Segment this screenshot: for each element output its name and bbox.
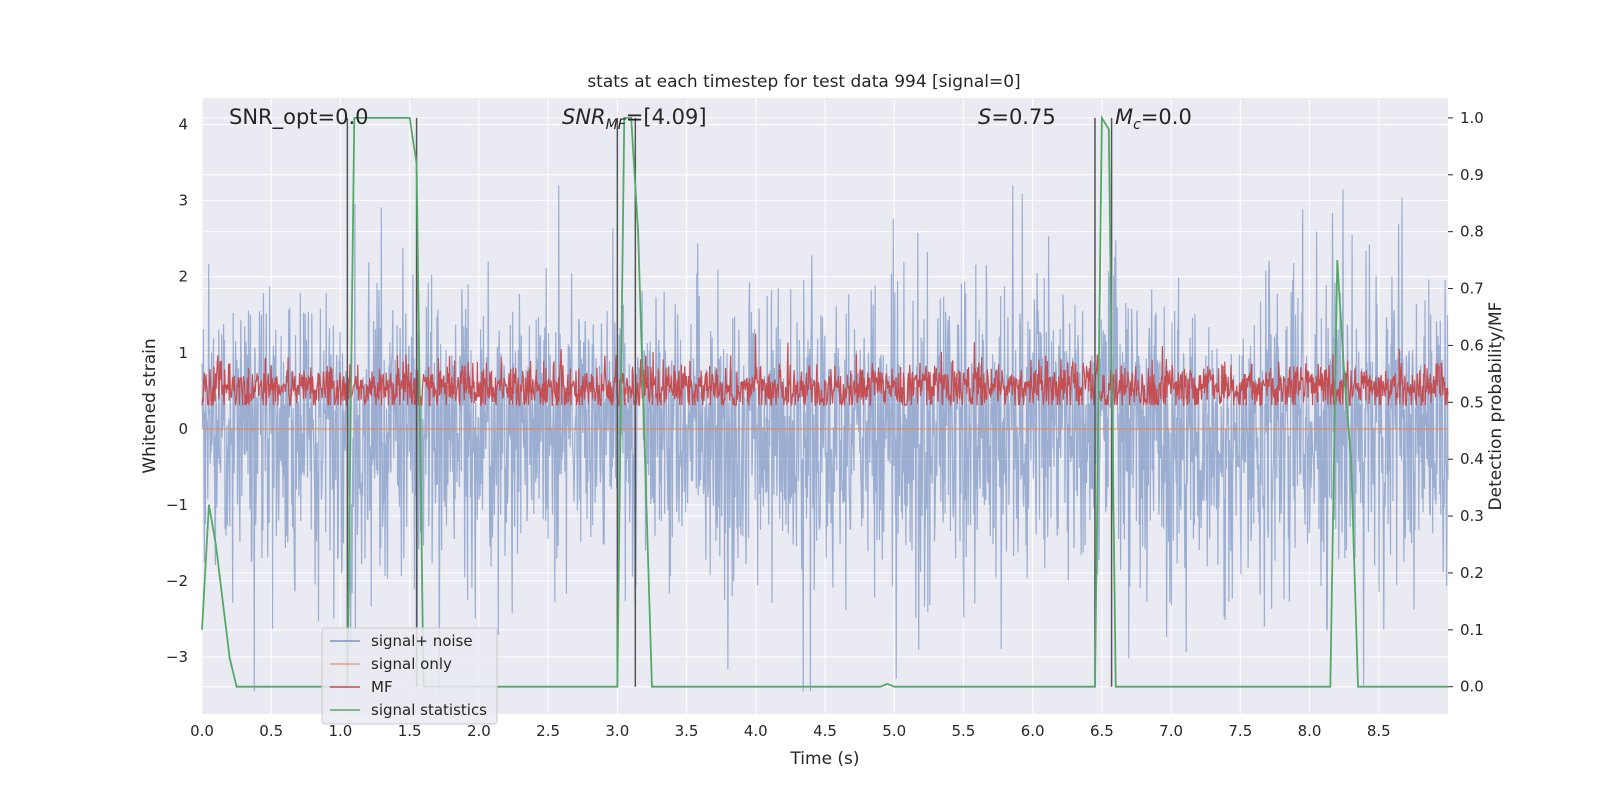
- x-tick-label: 2.5: [536, 722, 560, 740]
- y2-tick-label: 0.2: [1460, 564, 1484, 582]
- x-tick-label: 1.0: [329, 722, 353, 740]
- x-tick-label: 3.5: [675, 722, 699, 740]
- annotation-mc-sub: c: [1133, 117, 1141, 133]
- legend: signal+ noise signal only MF signal stat…: [321, 627, 498, 725]
- y-tick-label: 0: [178, 420, 188, 438]
- chart-title: stats at each timestep for test data 994…: [587, 72, 1020, 92]
- mf-line: [201, 333, 1449, 407]
- y2-tick-label: 0.7: [1460, 280, 1484, 298]
- y2-tick-label: 1.0: [1460, 109, 1484, 127]
- annotation-snr-opt: SNR_opt=0.0: [229, 105, 369, 130]
- x-tick-label: 7.5: [1228, 722, 1252, 740]
- vertical-markers: [346, 117, 1113, 687]
- y2-tick-label: 0.1: [1460, 621, 1484, 639]
- y-tick-label: 4: [178, 116, 188, 134]
- y2-tick-label: 0.0: [1460, 678, 1484, 696]
- annotation-snr-mf: SNRMF=[4.09]: [562, 105, 707, 133]
- annotation-snr-mf-sub: MF: [606, 117, 627, 133]
- y-tick-label: 2: [178, 268, 188, 286]
- signal-noise-line: [201, 185, 1449, 692]
- y-tick-label: −3: [166, 648, 188, 666]
- annotation-snr-mf-value: =[4.09]: [626, 105, 707, 129]
- x-tick-label: 5.0: [882, 722, 906, 740]
- annotation-s-value: =0.75: [991, 105, 1055, 129]
- legend-label-signal-statistics: signal statistics: [371, 701, 487, 719]
- annotation-s: S=0.75: [978, 105, 1056, 129]
- annotation-mc: Mc=0.0: [1115, 105, 1192, 133]
- x-tick-label: 0.5: [259, 722, 283, 740]
- ticks: 0.0 0.5 1.0 1.5 2.0 2.5 3.0 3.5 4.0 4.5 5.0 5.5 6.0 6…: [166, 109, 1484, 740]
- y-tick-label: 1: [178, 344, 188, 362]
- x-tick-label: 7.0: [1159, 722, 1183, 740]
- y2-axis-label: Detection probability/MF: [1486, 302, 1506, 511]
- y-tick-label: −1: [166, 496, 188, 514]
- x-axis-label: Time (s): [789, 749, 859, 769]
- y2-tick-label: 0.9: [1460, 166, 1484, 184]
- series-mf: [201, 333, 1449, 407]
- y2-tick-label: 0.8: [1460, 223, 1484, 241]
- y2-tick-label: 0.6: [1460, 336, 1484, 354]
- annotation-snr-mf-label: SNR: [562, 105, 606, 129]
- x-tick-label: 0.0: [190, 722, 214, 740]
- x-tick-label: 6.5: [1090, 722, 1114, 740]
- annotation-s-label: S: [978, 105, 991, 129]
- x-tick-label: 5.5: [952, 722, 976, 740]
- x-tick-label: 3.0: [605, 722, 629, 740]
- y-axis-label: Whitened strain: [140, 338, 160, 473]
- x-tick-label: 4.5: [813, 722, 837, 740]
- x-tick-label: 6.0: [1021, 722, 1045, 740]
- y2-tick-label: 0.3: [1460, 507, 1484, 525]
- y-tick-label: −2: [166, 572, 188, 590]
- x-tick-label: 8.5: [1367, 722, 1391, 740]
- legend-box: [321, 627, 498, 725]
- y2-tick-label: 0.5: [1460, 393, 1484, 411]
- y-tick-label: 3: [178, 192, 188, 210]
- series-signal-noise: [201, 185, 1449, 692]
- annotation-mc-label: M: [1115, 105, 1133, 129]
- x-tick-label: 4.0: [744, 722, 768, 740]
- x-tick-label: 1.5: [398, 722, 422, 740]
- legend-label-signal-noise: signal+ noise: [371, 632, 473, 650]
- x-tick-label: 2.0: [467, 722, 491, 740]
- x-tick-label: 8.0: [1298, 722, 1322, 740]
- y2-tick-label: 0.4: [1460, 450, 1484, 468]
- annotation-mc-value: =0.0: [1141, 105, 1192, 129]
- legend-label-signal-only: signal only: [371, 655, 452, 673]
- legend-label-mf: MF: [371, 678, 393, 696]
